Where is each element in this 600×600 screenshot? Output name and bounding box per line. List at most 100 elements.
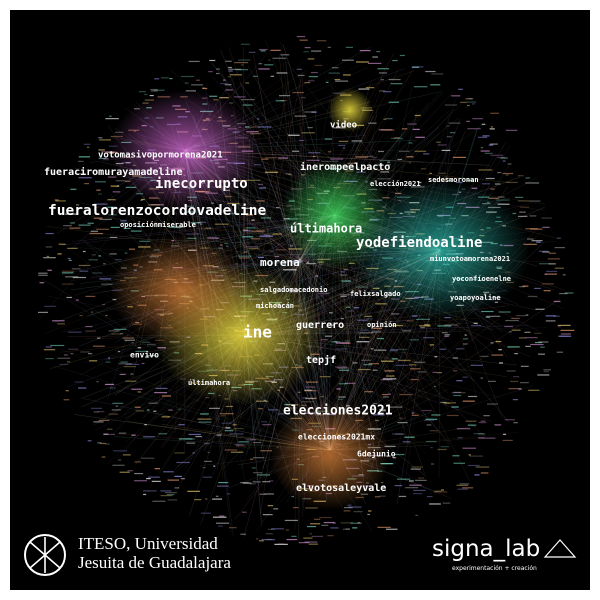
node (343, 510, 351, 512)
node (45, 246, 53, 248)
node (527, 238, 534, 240)
node (449, 132, 456, 134)
node (65, 276, 79, 278)
node (495, 340, 502, 343)
node (376, 337, 385, 340)
node (534, 287, 541, 290)
node (522, 285, 529, 287)
node (477, 136, 488, 138)
node (119, 373, 126, 376)
node (525, 228, 539, 230)
node (127, 470, 133, 472)
node (220, 83, 228, 85)
edge (82, 210, 301, 261)
node (543, 371, 549, 373)
edge (299, 259, 449, 394)
node (413, 361, 426, 363)
node (512, 399, 518, 401)
edge (293, 259, 301, 276)
node (317, 292, 330, 295)
node (355, 156, 369, 158)
node (416, 318, 430, 320)
hashtag-label: michoacán (256, 302, 294, 310)
node (63, 354, 68, 356)
node (108, 413, 119, 415)
node (139, 240, 151, 242)
node (128, 248, 136, 250)
node (564, 292, 574, 294)
node (469, 455, 484, 457)
node (219, 97, 229, 99)
node (220, 244, 223, 246)
node (215, 72, 220, 75)
node (407, 123, 417, 125)
node (337, 367, 348, 369)
node (419, 325, 431, 327)
node (517, 215, 528, 217)
node (257, 183, 263, 185)
node (205, 227, 212, 229)
node (506, 370, 516, 372)
node (97, 442, 102, 444)
node (480, 472, 489, 474)
node (301, 132, 315, 134)
node (69, 227, 81, 229)
node (429, 503, 441, 505)
node (425, 70, 436, 73)
node (110, 185, 120, 187)
node (457, 488, 468, 490)
node (130, 230, 142, 232)
node (374, 349, 387, 351)
node (262, 514, 273, 516)
node (519, 211, 526, 213)
node (517, 175, 524, 177)
node (329, 312, 333, 314)
node (525, 345, 531, 347)
node (482, 135, 490, 137)
node (90, 407, 103, 409)
node (184, 82, 189, 84)
node (267, 528, 275, 531)
hashtag-label: fueraciromurayamadeline (44, 166, 182, 178)
hashtag-label: video (330, 120, 357, 131)
node (436, 141, 441, 143)
node (66, 296, 72, 299)
node (131, 388, 143, 390)
node (212, 498, 223, 500)
node (227, 66, 233, 69)
hashtag-label: opinión (367, 321, 397, 329)
node (412, 128, 420, 131)
node (148, 476, 160, 478)
node (79, 314, 83, 317)
node (413, 489, 426, 492)
node (371, 331, 381, 333)
node (120, 361, 128, 363)
node (444, 402, 450, 405)
node (430, 447, 433, 449)
node (307, 58, 315, 60)
node (505, 319, 519, 322)
node (216, 522, 230, 524)
node (258, 256, 264, 258)
node (43, 257, 56, 259)
node (468, 395, 478, 398)
node (299, 39, 308, 41)
node (323, 521, 335, 524)
node (186, 233, 200, 235)
node (71, 268, 81, 270)
node (366, 318, 373, 320)
node (465, 420, 477, 422)
node (340, 294, 351, 296)
node (230, 451, 244, 453)
node (363, 364, 373, 366)
node (70, 188, 77, 190)
node (420, 168, 427, 170)
node (306, 159, 320, 161)
node (392, 457, 396, 459)
node (335, 348, 348, 350)
node (176, 461, 190, 464)
node (529, 215, 537, 217)
node (110, 236, 118, 239)
node (345, 306, 351, 308)
node (85, 330, 97, 332)
